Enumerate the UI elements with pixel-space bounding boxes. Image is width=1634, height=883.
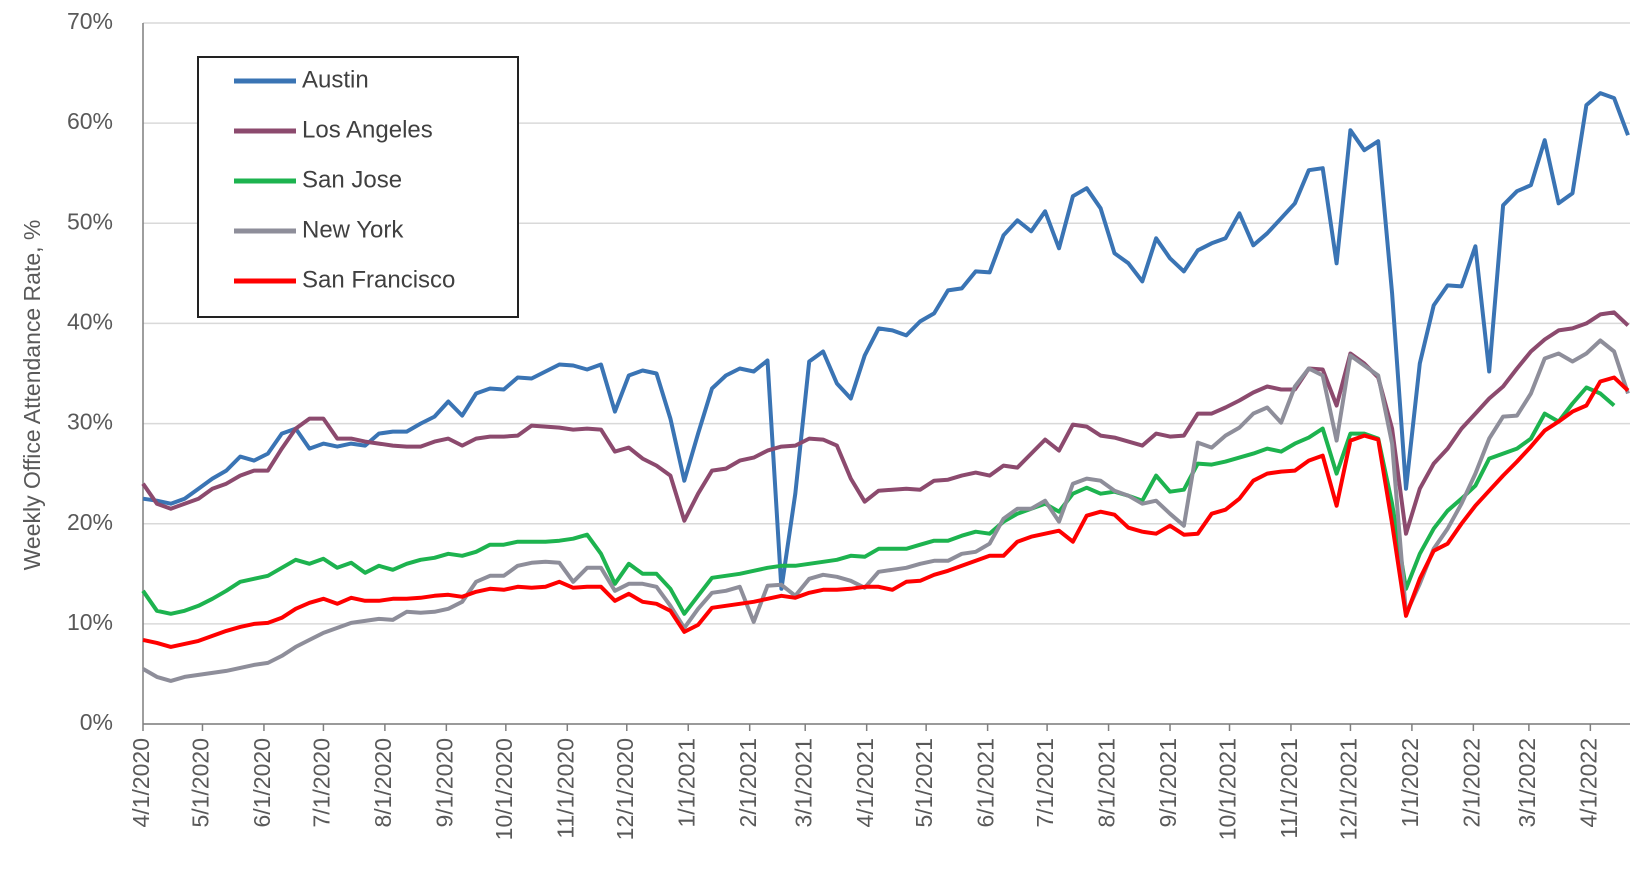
series-line	[142, 91, 1630, 591]
x-tick-label: 3/1/2022	[1514, 738, 1540, 828]
x-tick-label: 3/1/2021	[790, 738, 816, 828]
legend-label: Austin	[302, 66, 369, 93]
x-tick-label: 12/1/2020	[612, 738, 638, 840]
legend-label: New York	[302, 216, 404, 243]
legend: Austin Los Angeles San Jose New York San Fra…	[197, 56, 519, 318]
x-tick-label: 9/1/2020	[431, 738, 457, 828]
x-tick-label: 4/1/2022	[1575, 738, 1601, 828]
x-tick-label: 6/1/2020	[249, 738, 275, 828]
legend-box	[197, 56, 519, 318]
x-tick-label: 7/1/2021	[1032, 738, 1058, 828]
x-tick-label: 12/1/2021	[1336, 738, 1362, 840]
x-tick-label: 8/1/2021	[1094, 738, 1120, 828]
legend-label: San Francisco	[302, 266, 455, 293]
x-tick-label: 5/1/2021	[911, 738, 937, 828]
x-tick-label: 1/1/2021	[673, 738, 699, 828]
x-tick-label: 10/1/2021	[1215, 738, 1241, 840]
x-tick-label: 4/1/2021	[852, 738, 878, 828]
x-tick-label: 11/1/2020	[552, 738, 578, 839]
y-tick-label: 10%	[67, 609, 113, 635]
y-tick-label: 60%	[67, 108, 113, 134]
series-line	[142, 338, 1630, 683]
y-tick-label: 40%	[67, 309, 113, 335]
x-tick-label: 11/1/2021	[1276, 738, 1302, 839]
x-tick-label: 9/1/2021	[1155, 738, 1181, 828]
series-line	[142, 375, 1630, 649]
legend-label: Los Angeles	[302, 116, 433, 143]
x-tick-label: 10/1/2020	[491, 738, 517, 840]
x-tick-label: 6/1/2021	[973, 738, 999, 828]
y-tick-label: 70%	[67, 8, 113, 34]
x-tick-label: 2/1/2021	[735, 738, 761, 828]
y-tick-label: 50%	[67, 208, 113, 234]
series-line	[141, 385, 1616, 616]
x-tick-label: 5/1/2020	[188, 738, 214, 828]
x-tick-label: 4/1/2020	[128, 738, 154, 828]
y-axis-label: Weekly Office Attendance Rate, %	[19, 220, 45, 571]
x-tick-label: 8/1/2020	[370, 738, 396, 828]
x-tick-label: 7/1/2020	[309, 738, 335, 828]
y-tick-label: 20%	[67, 509, 113, 535]
x-tick-label: 1/1/2022	[1397, 738, 1423, 828]
y-tick-label: 30%	[67, 409, 113, 435]
x-tick-label: 2/1/2022	[1458, 738, 1484, 828]
legend-label: San Jose	[302, 166, 402, 193]
y-tick-label: 0%	[80, 709, 113, 735]
